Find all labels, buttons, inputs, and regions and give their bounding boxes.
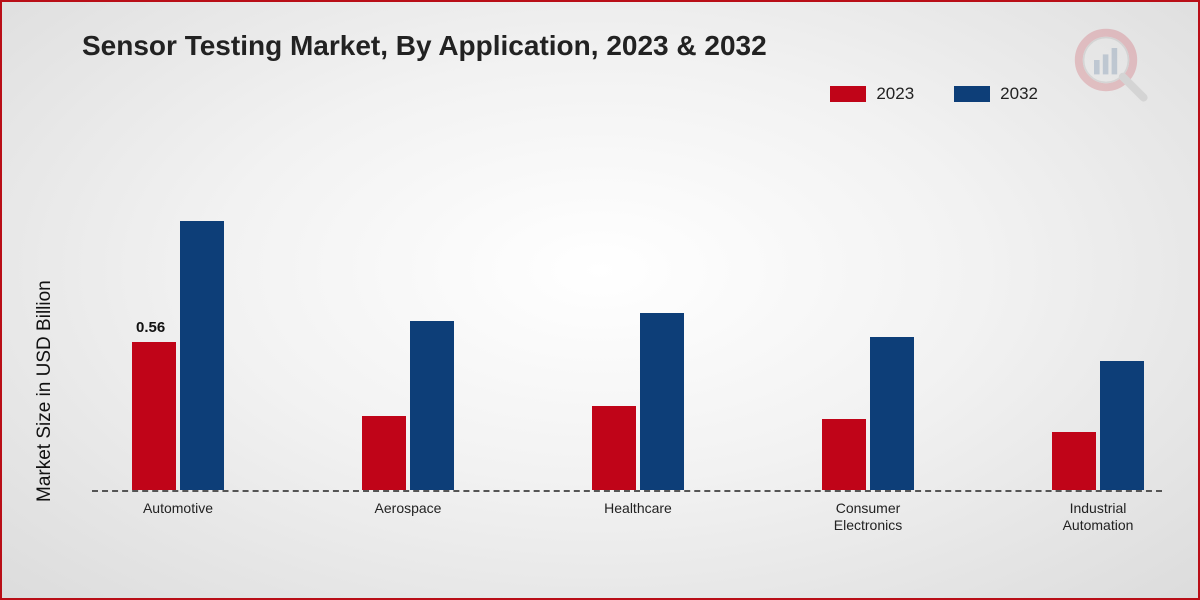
bar bbox=[410, 321, 454, 490]
bar bbox=[1052, 432, 1096, 490]
chart-frame: Sensor Testing Market, By Application, 2… bbox=[0, 0, 1200, 600]
x-axis-baseline bbox=[92, 490, 1162, 492]
bar-group bbox=[592, 313, 684, 490]
x-axis-category-label: ConsumerElectronics bbox=[808, 500, 928, 534]
legend-item-2032: 2032 bbox=[954, 84, 1038, 104]
legend-label-2032: 2032 bbox=[1000, 84, 1038, 104]
bar bbox=[822, 419, 866, 490]
bar-group bbox=[362, 321, 454, 490]
bar-group bbox=[822, 337, 914, 490]
legend: 2023 2032 bbox=[830, 84, 1038, 104]
chart-title: Sensor Testing Market, By Application, 2… bbox=[82, 30, 767, 62]
bar bbox=[870, 337, 914, 490]
bar bbox=[362, 416, 406, 490]
brand-logo-icon bbox=[1070, 24, 1150, 104]
x-axis-category-label: Aerospace bbox=[348, 500, 468, 517]
bar-group: 0.56 bbox=[132, 221, 224, 490]
bar bbox=[640, 313, 684, 490]
legend-label-2023: 2023 bbox=[876, 84, 914, 104]
x-axis-category-label: IndustrialAutomation bbox=[1038, 500, 1158, 534]
bar-value-label: 0.56 bbox=[136, 319, 165, 336]
x-axis-category-label: Automotive bbox=[118, 500, 238, 517]
bar bbox=[180, 221, 224, 490]
legend-swatch-2032 bbox=[954, 86, 990, 102]
legend-item-2023: 2023 bbox=[830, 84, 914, 104]
plot-area: 0.56AutomotiveAerospaceHealthcareConsume… bbox=[92, 162, 1162, 492]
bar-group bbox=[1052, 361, 1144, 490]
legend-swatch-2023 bbox=[830, 86, 866, 102]
y-axis-label: Market Size in USD Billion bbox=[34, 280, 56, 502]
bar bbox=[132, 342, 176, 490]
bar bbox=[592, 406, 636, 490]
bar bbox=[1100, 361, 1144, 490]
x-axis-category-label: Healthcare bbox=[578, 500, 698, 517]
